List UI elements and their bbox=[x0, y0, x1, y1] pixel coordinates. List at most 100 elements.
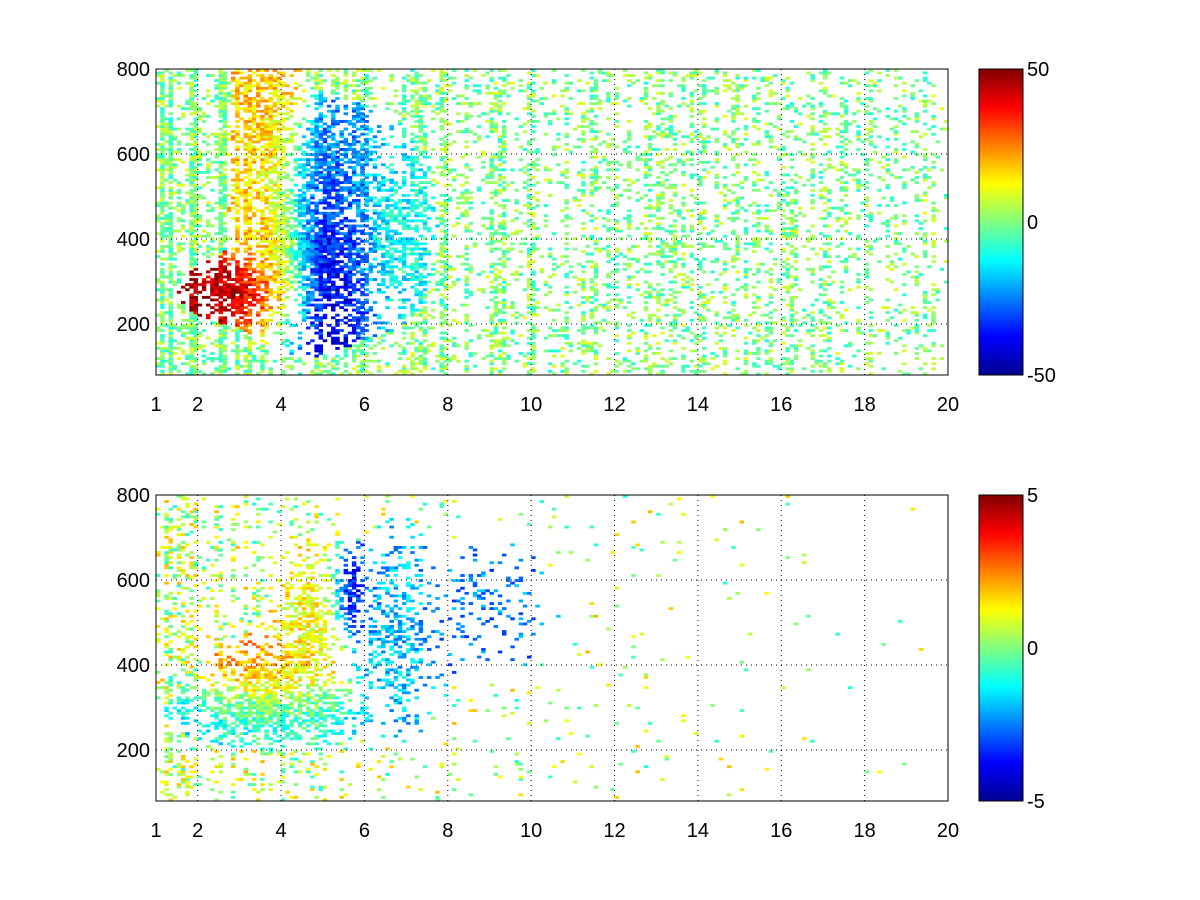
heatmap-cell bbox=[285, 280, 290, 284]
heatmap-cell bbox=[160, 237, 165, 241]
heatmap-cell bbox=[526, 224, 532, 228]
heatmap-cell bbox=[160, 329, 165, 332]
heatmap-cell bbox=[335, 79, 340, 83]
heatmap-cell bbox=[339, 357, 344, 360]
heatmap-cell bbox=[231, 303, 236, 307]
heatmap-cell bbox=[206, 171, 211, 174]
heatmap-cell bbox=[364, 214, 369, 218]
heatmap-cell bbox=[326, 234, 332, 238]
heatmap-cell bbox=[264, 229, 269, 233]
heatmap-cell bbox=[552, 308, 557, 312]
heatmap-cell bbox=[335, 188, 340, 192]
heatmap-cell bbox=[360, 359, 365, 363]
heatmap-cell bbox=[251, 211, 257, 215]
heatmap-cell bbox=[443, 321, 449, 325]
heatmap-cell bbox=[364, 298, 369, 302]
heatmap-cell bbox=[235, 352, 240, 355]
heatmap-cell bbox=[497, 369, 503, 373]
heatmap-cell bbox=[589, 301, 594, 304]
heatmap-cell bbox=[439, 148, 444, 151]
heatmap-cell bbox=[256, 94, 261, 98]
heatmap-cell bbox=[160, 199, 165, 202]
heatmap-cell bbox=[260, 97, 265, 100]
heatmap-cell bbox=[281, 331, 286, 335]
heatmap-cell bbox=[272, 135, 278, 139]
heatmap-cell bbox=[335, 359, 340, 363]
heatmap-cell bbox=[235, 183, 240, 187]
heatmap-cell bbox=[168, 301, 173, 304]
heatmap-cell bbox=[372, 222, 378, 225]
heatmap-cell bbox=[206, 114, 211, 118]
heatmap-cell bbox=[439, 344, 444, 348]
heatmap-cell bbox=[239, 178, 244, 182]
heatmap-cell bbox=[285, 117, 290, 121]
heatmap-cell bbox=[456, 102, 461, 105]
heatmap-cell bbox=[181, 227, 186, 230]
heatmap-cell bbox=[243, 148, 249, 151]
heatmap-cell bbox=[222, 324, 228, 327]
heatmap-cell bbox=[489, 298, 494, 302]
heatmap-cell bbox=[335, 275, 340, 279]
heatmap-cell bbox=[160, 84, 165, 88]
heatmap-cell bbox=[564, 107, 569, 111]
heatmap-cell bbox=[285, 250, 290, 253]
heatmap-cell bbox=[347, 224, 353, 228]
heatmap-cell bbox=[297, 232, 303, 236]
heatmap-cell bbox=[489, 168, 494, 172]
heatmap-cell bbox=[297, 158, 303, 162]
heatmap-cell bbox=[193, 171, 198, 174]
heatmap-cell bbox=[193, 125, 198, 128]
heatmap-cell bbox=[418, 283, 424, 287]
heatmap-cell bbox=[331, 120, 336, 123]
heatmap-cell bbox=[335, 224, 340, 228]
heatmap-cell bbox=[339, 132, 344, 136]
heatmap-cell bbox=[160, 232, 165, 236]
heatmap-cell bbox=[260, 165, 265, 169]
heatmap-cell bbox=[326, 285, 332, 289]
heatmap-cell bbox=[577, 125, 582, 128]
heatmap-cell bbox=[397, 242, 403, 246]
heatmap-cell bbox=[189, 193, 194, 197]
heatmap-cell bbox=[301, 186, 307, 190]
heatmap-cell bbox=[468, 102, 474, 105]
heatmap-cell bbox=[343, 74, 349, 77]
heatmap-cell bbox=[514, 359, 519, 363]
heatmap-cell bbox=[193, 311, 198, 315]
heatmap-cell bbox=[235, 86, 240, 90]
heatmap-cell bbox=[435, 252, 440, 256]
heatmap-cell bbox=[443, 148, 449, 151]
heatmap-cell bbox=[322, 267, 328, 271]
heatmap-cell bbox=[193, 326, 198, 330]
heatmap-cell bbox=[489, 122, 494, 126]
heatmap-cell bbox=[247, 117, 253, 121]
heatmap-cell bbox=[222, 183, 228, 187]
heatmap-cell bbox=[272, 359, 278, 363]
heatmap-cell bbox=[264, 168, 269, 172]
heatmap-cell bbox=[531, 280, 536, 284]
heatmap-cell bbox=[372, 219, 378, 223]
heatmap-cell bbox=[210, 224, 215, 228]
heatmap-cell bbox=[293, 359, 299, 363]
heatmap-cell bbox=[314, 262, 319, 266]
heatmap-cell bbox=[335, 145, 340, 149]
heatmap-cell bbox=[556, 308, 561, 312]
heatmap-cell bbox=[297, 206, 303, 210]
heatmap-cell bbox=[260, 255, 265, 258]
heatmap-cell bbox=[272, 331, 278, 335]
heatmap-cell bbox=[189, 148, 194, 151]
heatmap-cell bbox=[260, 191, 265, 195]
heatmap-cell bbox=[493, 168, 499, 172]
heatmap-cell bbox=[526, 206, 532, 210]
heatmap-cell bbox=[206, 336, 211, 340]
heatmap-cell bbox=[547, 290, 553, 294]
heatmap-cell bbox=[210, 311, 215, 315]
heatmap-cell bbox=[156, 278, 161, 281]
heatmap-cell bbox=[243, 204, 249, 207]
heatmap-cell bbox=[418, 234, 424, 238]
heatmap-cell bbox=[301, 117, 307, 121]
heatmap-cell bbox=[189, 153, 194, 156]
heatmap-cell bbox=[364, 191, 369, 195]
heatmap-cell bbox=[197, 331, 203, 335]
heatmap-cell bbox=[347, 273, 353, 276]
